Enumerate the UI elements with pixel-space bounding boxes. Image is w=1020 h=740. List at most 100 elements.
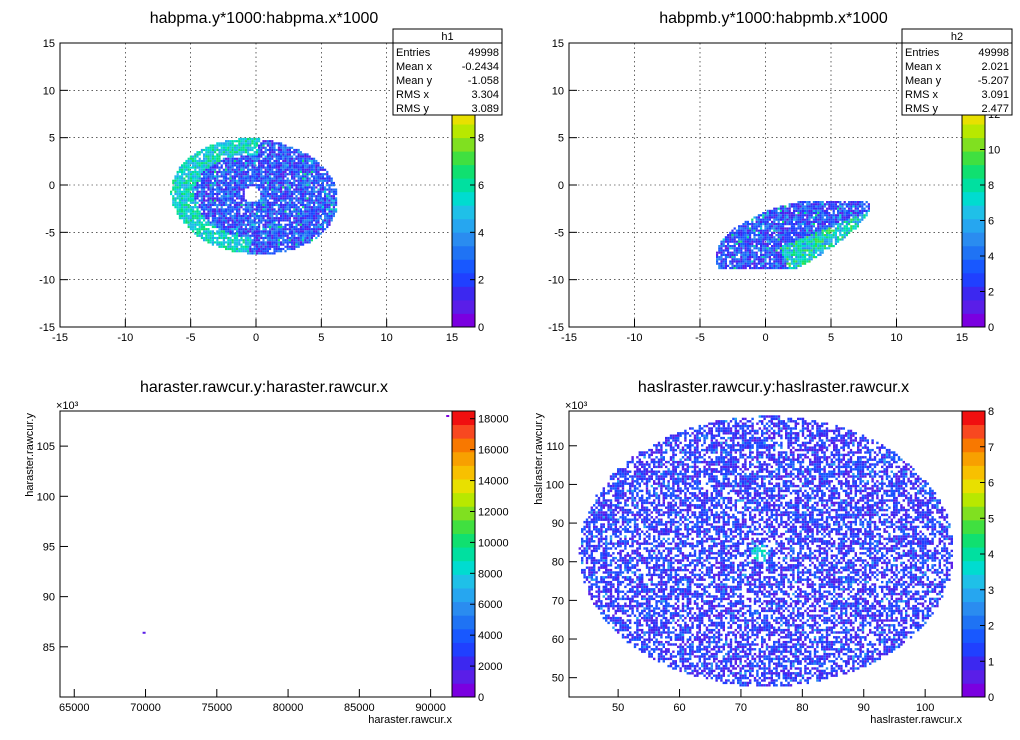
color-bar-segment [962, 642, 985, 657]
color-bar-segment [452, 574, 475, 589]
x-tick-label: 10 [381, 332, 393, 344]
y-tick-label: 0 [558, 180, 564, 192]
color-bar-segment [962, 218, 985, 233]
color-bar-frame [451, 410, 476, 698]
x-tick-label: 0 [762, 332, 768, 344]
p3-y-multiplier: ×10³ [56, 400, 79, 412]
color-bar-segment [452, 465, 475, 480]
color-bar-label: 2 [988, 287, 994, 299]
color-bar-segment [962, 547, 985, 562]
color-bar-label: 16000 [478, 445, 509, 457]
color-bar-segment [452, 164, 475, 179]
color-bar-segment [452, 628, 475, 643]
color-bar-label: 0 [988, 322, 994, 334]
color-bar-segment [452, 205, 475, 220]
stats-row-label: Mean y [396, 75, 433, 87]
x-tick-label: -10 [117, 332, 133, 344]
color-bar-segment [962, 232, 985, 247]
stats-row-value: 3.089 [471, 103, 499, 115]
p1-heatmap-cells [170, 137, 338, 255]
color-bar-segment [962, 479, 985, 494]
color-bar-segment [962, 465, 985, 480]
y-tick-label: 50 [552, 673, 564, 685]
y-tick-label: 5 [49, 133, 55, 145]
color-bar-segment [452, 615, 475, 630]
color-bar-label: 10000 [478, 537, 509, 549]
color-bar-label: 2 [478, 275, 484, 287]
x-tick-label: 60 [673, 702, 685, 714]
color-bar-segment [452, 137, 475, 152]
x-tick-label: 75000 [202, 702, 233, 714]
x-tick-label: 15 [446, 332, 458, 344]
color-bar-segment [452, 438, 475, 453]
stats-row-label: Mean x [396, 61, 433, 73]
color-bar-segment [452, 178, 475, 193]
p1-title: habpma.y*1000:habpma.x*1000 [150, 10, 379, 27]
stats-row-label: RMS y [396, 103, 430, 115]
y-tick-label: 110 [546, 441, 564, 453]
p4-color-bar: 0 1 2 3 4 5 6 7 8 [961, 406, 994, 704]
color-bar-segment [962, 205, 985, 220]
x-tick-label: -5 [695, 332, 705, 344]
color-bar-label: 4 [988, 251, 994, 263]
color-bar-segment [962, 628, 985, 643]
color-bar-segment [452, 259, 475, 274]
color-bar-segment [962, 615, 985, 630]
stats-row-value: -1.058 [468, 75, 499, 87]
color-bar-segment [452, 642, 475, 657]
y-tick-label: 90 [43, 592, 55, 604]
color-bar-segment [452, 299, 475, 314]
color-bar-label: 0 [988, 692, 994, 704]
stats-row-value: 49998 [468, 47, 499, 59]
x-tick-label: 70000 [130, 702, 161, 714]
stats-row-label: Mean x [905, 61, 942, 73]
color-bar-segment [962, 560, 985, 575]
x-tick-label: 10 [890, 332, 902, 344]
x-tick-label: 80000 [273, 702, 304, 714]
color-bar-label: 8000 [478, 568, 502, 580]
p3-panel: haraster.rawcur.y:haraster.rawcur.x 65000… [24, 379, 509, 726]
color-bar-segment [962, 124, 985, 139]
p3-heatmap-cells [142, 415, 450, 634]
stats-box-name: h1 [441, 31, 453, 43]
p4-panel: haslraster.rawcur.y:haslraster.rawcur.x 5… [533, 379, 994, 726]
color-bar-segment [962, 506, 985, 521]
y-tick-label: 85 [43, 642, 55, 654]
y-tick-label: 100 [37, 491, 55, 503]
color-bar-label: 8 [478, 133, 484, 145]
color-bar-segment [962, 272, 985, 287]
stats-row-label: Entries [905, 47, 940, 59]
color-bar-segment [452, 245, 475, 260]
color-bar-label: 6 [988, 216, 994, 228]
color-bar-segment [962, 137, 985, 152]
y-tick-label: 0 [49, 180, 55, 192]
color-bar-segment [962, 519, 985, 534]
color-bar-segment [452, 492, 475, 507]
color-bar-label: 1 [988, 656, 994, 668]
color-bar-segment [452, 191, 475, 206]
color-bar-label: 3 [988, 585, 994, 597]
y-tick-label: 15 [43, 38, 55, 50]
color-bar-segment [962, 178, 985, 193]
p3-point [446, 415, 450, 418]
y-tick-label: 90 [552, 518, 564, 530]
x-tick-label: -15 [52, 332, 68, 344]
color-bar-segment [452, 519, 475, 534]
x-tick-label: 90000 [415, 702, 446, 714]
p4-y-multiplier: ×10³ [565, 400, 588, 412]
color-bar-label: 4 [478, 227, 484, 239]
y-tick-label: 60 [552, 634, 564, 646]
color-bar-segment [452, 424, 475, 439]
y-tick-label: 80 [552, 557, 564, 569]
stats-row-value: 49998 [978, 47, 1009, 59]
color-bar-label: 18000 [478, 414, 509, 426]
color-bar-segment [962, 669, 985, 684]
stats-row-label: RMS y [905, 103, 939, 115]
color-bar-segment [452, 124, 475, 139]
p4-x-axis-label: haslraster.rawcur.x [870, 714, 962, 726]
p1-panel: habpma.y*1000:habpma.x*1000 -15 -10 -5 0 5 10 1… [39, 10, 503, 344]
color-bar-segment [452, 560, 475, 575]
p3-frame [59, 410, 453, 698]
x-tick-label: -5 [186, 332, 196, 344]
y-tick-label: -5 [45, 227, 55, 239]
